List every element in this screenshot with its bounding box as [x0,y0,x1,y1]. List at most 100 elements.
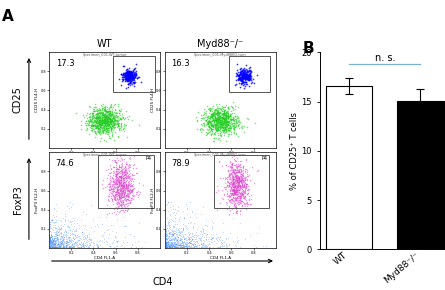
Point [234,209,241,214]
Point [48,243,55,248]
Point [233,71,240,75]
Point [120,72,127,77]
Point [230,190,237,195]
Point [237,70,244,75]
Point [105,113,113,117]
Point [109,130,116,135]
Point [128,76,135,80]
Point [247,75,254,79]
Bar [113,56,155,93]
Point [56,244,63,249]
Point [244,73,251,77]
Point [235,173,242,178]
Point [234,176,241,180]
Point [108,125,115,130]
Point [122,169,129,174]
Point [238,75,245,79]
Point [223,110,230,114]
Point [60,244,67,248]
Point [178,244,186,249]
Point [127,83,134,87]
Point [58,244,65,249]
Point [113,201,120,205]
Point [183,244,190,249]
Point [232,197,239,202]
Point [229,162,236,166]
Point [101,130,109,135]
Point [235,168,243,172]
Point [179,233,186,238]
Point [210,119,218,123]
Point [118,174,125,179]
Point [238,69,245,74]
Point [190,225,197,230]
Point [121,173,128,177]
X-axis label: CD4 FL1-A: CD4 FL1-A [210,256,231,260]
Point [235,184,242,189]
Point [229,176,236,181]
Point [125,184,132,189]
Point [198,233,205,238]
Point [109,118,116,123]
Point [227,113,234,118]
Point [97,117,104,122]
Point [217,107,224,111]
Point [93,123,101,128]
Point [212,129,219,134]
Point [227,124,234,128]
Text: Specimen_001-Myd88KO-tum: Specimen_001-Myd88KO-tum [194,153,247,157]
Point [164,243,171,248]
Point [250,81,257,86]
Point [211,138,218,143]
Point [204,121,211,125]
Point [218,115,226,119]
Point [68,241,75,246]
Point [245,74,252,79]
Point [162,244,170,249]
Point [180,243,187,248]
Point [211,110,218,115]
Bar [214,155,269,208]
Point [128,71,135,76]
Point [163,240,170,245]
Point [105,232,112,236]
Point [122,76,129,81]
Point [245,197,252,201]
Point [120,115,127,120]
Point [125,162,132,167]
Point [173,231,180,236]
Point [237,162,244,167]
Point [217,122,224,126]
Point [228,119,235,124]
Point [242,184,249,188]
Point [119,200,126,205]
Point [204,122,211,126]
Point [203,115,210,119]
Point [91,224,98,229]
Point [225,196,232,201]
Point [231,110,238,115]
Point [221,128,228,132]
Point [101,116,108,121]
Point [50,241,57,245]
Point [117,204,124,208]
Point [236,178,243,183]
Point [104,117,111,122]
Point [121,193,128,198]
Point [48,220,55,225]
Point [166,242,173,246]
Point [107,169,114,174]
Point [213,237,220,242]
Point [220,133,227,138]
Point [63,245,70,249]
Point [141,239,148,244]
Point [229,123,236,128]
Point [120,208,127,212]
Text: 17.3: 17.3 [56,59,74,68]
Point [64,204,71,209]
Point [107,110,114,115]
Point [222,120,229,124]
Point [114,172,121,177]
Point [57,244,64,248]
Point [126,201,133,206]
